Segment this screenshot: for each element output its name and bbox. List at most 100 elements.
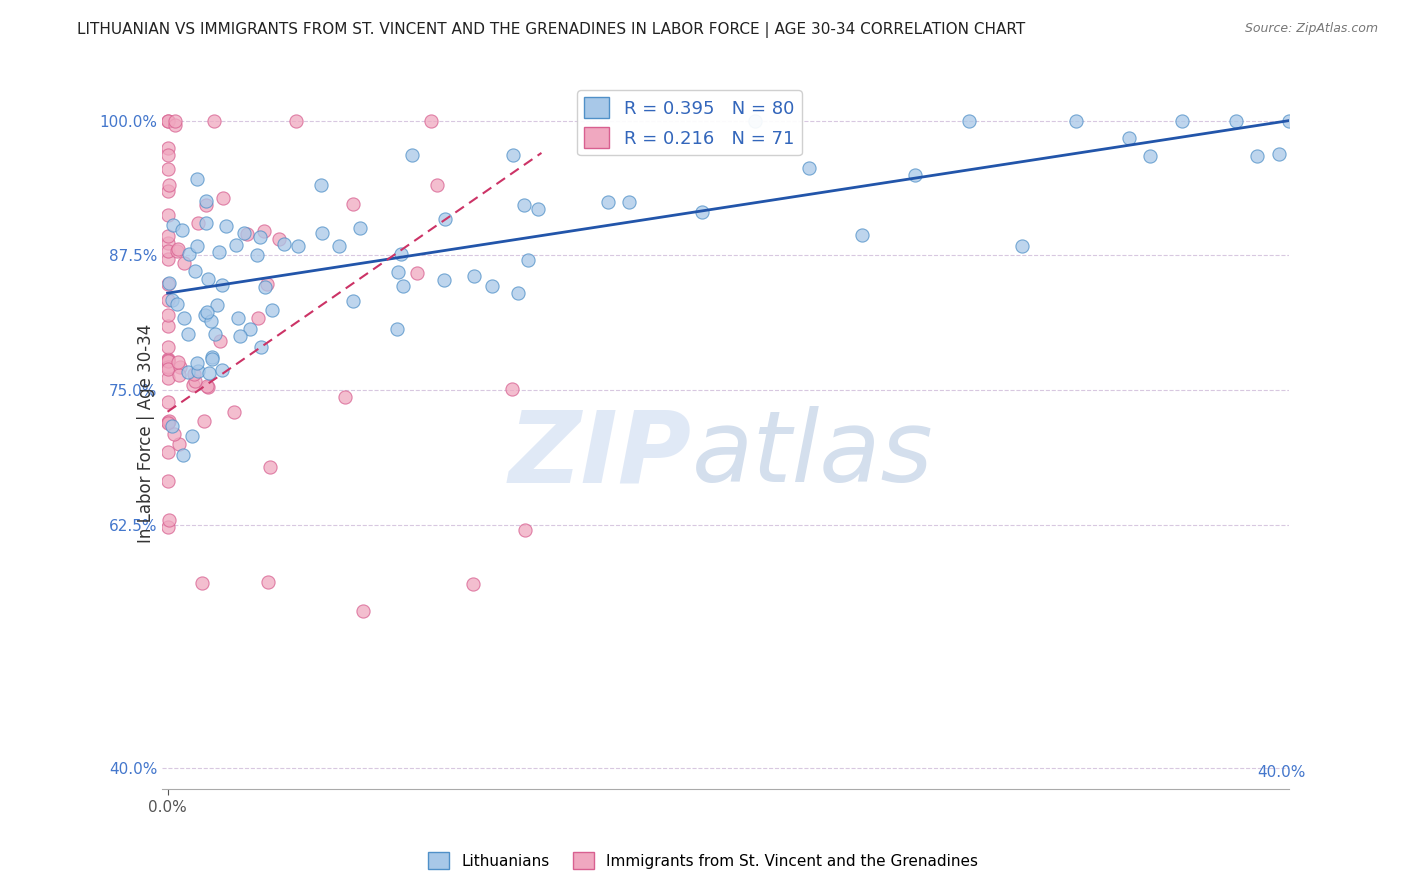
Point (208, 334, 231, 348)
Point (190, 575, 212, 590)
Point (1011, 238, 1033, 252)
Legend: R = 0.395   N = 80, R = 0.216   N = 71: R = 0.395 N = 80, R = 0.216 N = 71 (576, 90, 801, 155)
Point (156, 184, 179, 198)
Point (1064, 113, 1087, 128)
Point (157, 512, 180, 526)
Point (250, 340, 273, 354)
Point (287, 239, 309, 253)
Point (260, 302, 283, 317)
Point (167, 437, 190, 451)
Point (211, 362, 233, 376)
Point (195, 216, 218, 230)
Point (267, 232, 290, 246)
Point (156, 352, 179, 367)
Point (169, 359, 191, 374)
Point (177, 327, 200, 342)
Point (157, 276, 180, 290)
Point (187, 216, 209, 230)
Point (172, 449, 194, 463)
Point (502, 148, 524, 162)
Point (342, 197, 364, 211)
Point (197, 272, 219, 286)
Point (285, 113, 308, 128)
Point (156, 474, 179, 488)
Point (401, 148, 423, 162)
Point (211, 191, 233, 205)
Point (349, 220, 371, 235)
Point (1171, 113, 1194, 128)
Text: LITHUANIAN VS IMMIGRANTS FROM ST. VINCENT AND THE GRENADINES IN LABOR FORCE | AG: LITHUANIAN VS IMMIGRANTS FROM ST. VINCEN… (77, 22, 1025, 38)
Point (184, 264, 207, 278)
Point (328, 239, 350, 253)
Point (1225, 113, 1247, 128)
Point (744, 113, 766, 128)
Point (957, 113, 980, 128)
Point (172, 223, 194, 237)
Point (200, 314, 222, 328)
Point (156, 352, 179, 367)
Point (405, 266, 427, 280)
Point (229, 329, 252, 343)
Point (239, 322, 262, 336)
Point (797, 161, 820, 175)
Point (333, 390, 356, 404)
Point (156, 520, 179, 534)
Point (1118, 130, 1140, 145)
Point (183, 367, 205, 381)
Point (508, 285, 530, 300)
Point (513, 198, 536, 212)
Point (163, 427, 186, 442)
Point (157, 414, 180, 428)
Point (211, 277, 233, 292)
Point (173, 256, 195, 270)
Point (236, 227, 259, 241)
Point (259, 459, 281, 474)
Point (156, 293, 179, 308)
Point (202, 113, 225, 128)
Point (181, 378, 204, 392)
Point (1278, 113, 1301, 128)
Point (228, 311, 250, 326)
Point (311, 178, 333, 193)
Point (156, 445, 179, 459)
Point (180, 429, 202, 443)
Point (481, 278, 503, 293)
Point (197, 380, 219, 394)
Legend: Lithuanians, Immigrants from St. Vincent and the Grenadines: Lithuanians, Immigrants from St. Vincent… (422, 846, 984, 875)
Point (162, 218, 184, 232)
Point (204, 326, 226, 341)
Text: ZIP: ZIP (509, 406, 692, 503)
Point (619, 194, 641, 209)
Point (169, 368, 191, 383)
Point (186, 239, 208, 253)
Point (526, 202, 548, 216)
Point (232, 227, 254, 241)
Point (517, 253, 540, 268)
Point (162, 293, 184, 308)
Point (201, 351, 224, 365)
Point (392, 279, 415, 293)
Point (186, 356, 208, 370)
Point (156, 113, 179, 128)
Point (157, 228, 180, 243)
Point (215, 219, 238, 233)
Point (391, 247, 413, 261)
Point (1267, 146, 1289, 161)
Point (253, 224, 276, 238)
Point (193, 308, 215, 322)
Point (156, 354, 179, 368)
Point (156, 148, 179, 162)
Point (195, 194, 218, 208)
Point (156, 308, 179, 322)
Point (253, 279, 276, 293)
Point (157, 178, 180, 193)
Point (156, 252, 179, 266)
Point (257, 575, 280, 590)
Point (166, 244, 188, 258)
Text: 40.0%: 40.0% (1257, 765, 1306, 780)
Point (156, 415, 179, 429)
Point (197, 379, 219, 393)
Point (273, 236, 295, 251)
Point (186, 172, 208, 186)
Point (311, 227, 333, 241)
